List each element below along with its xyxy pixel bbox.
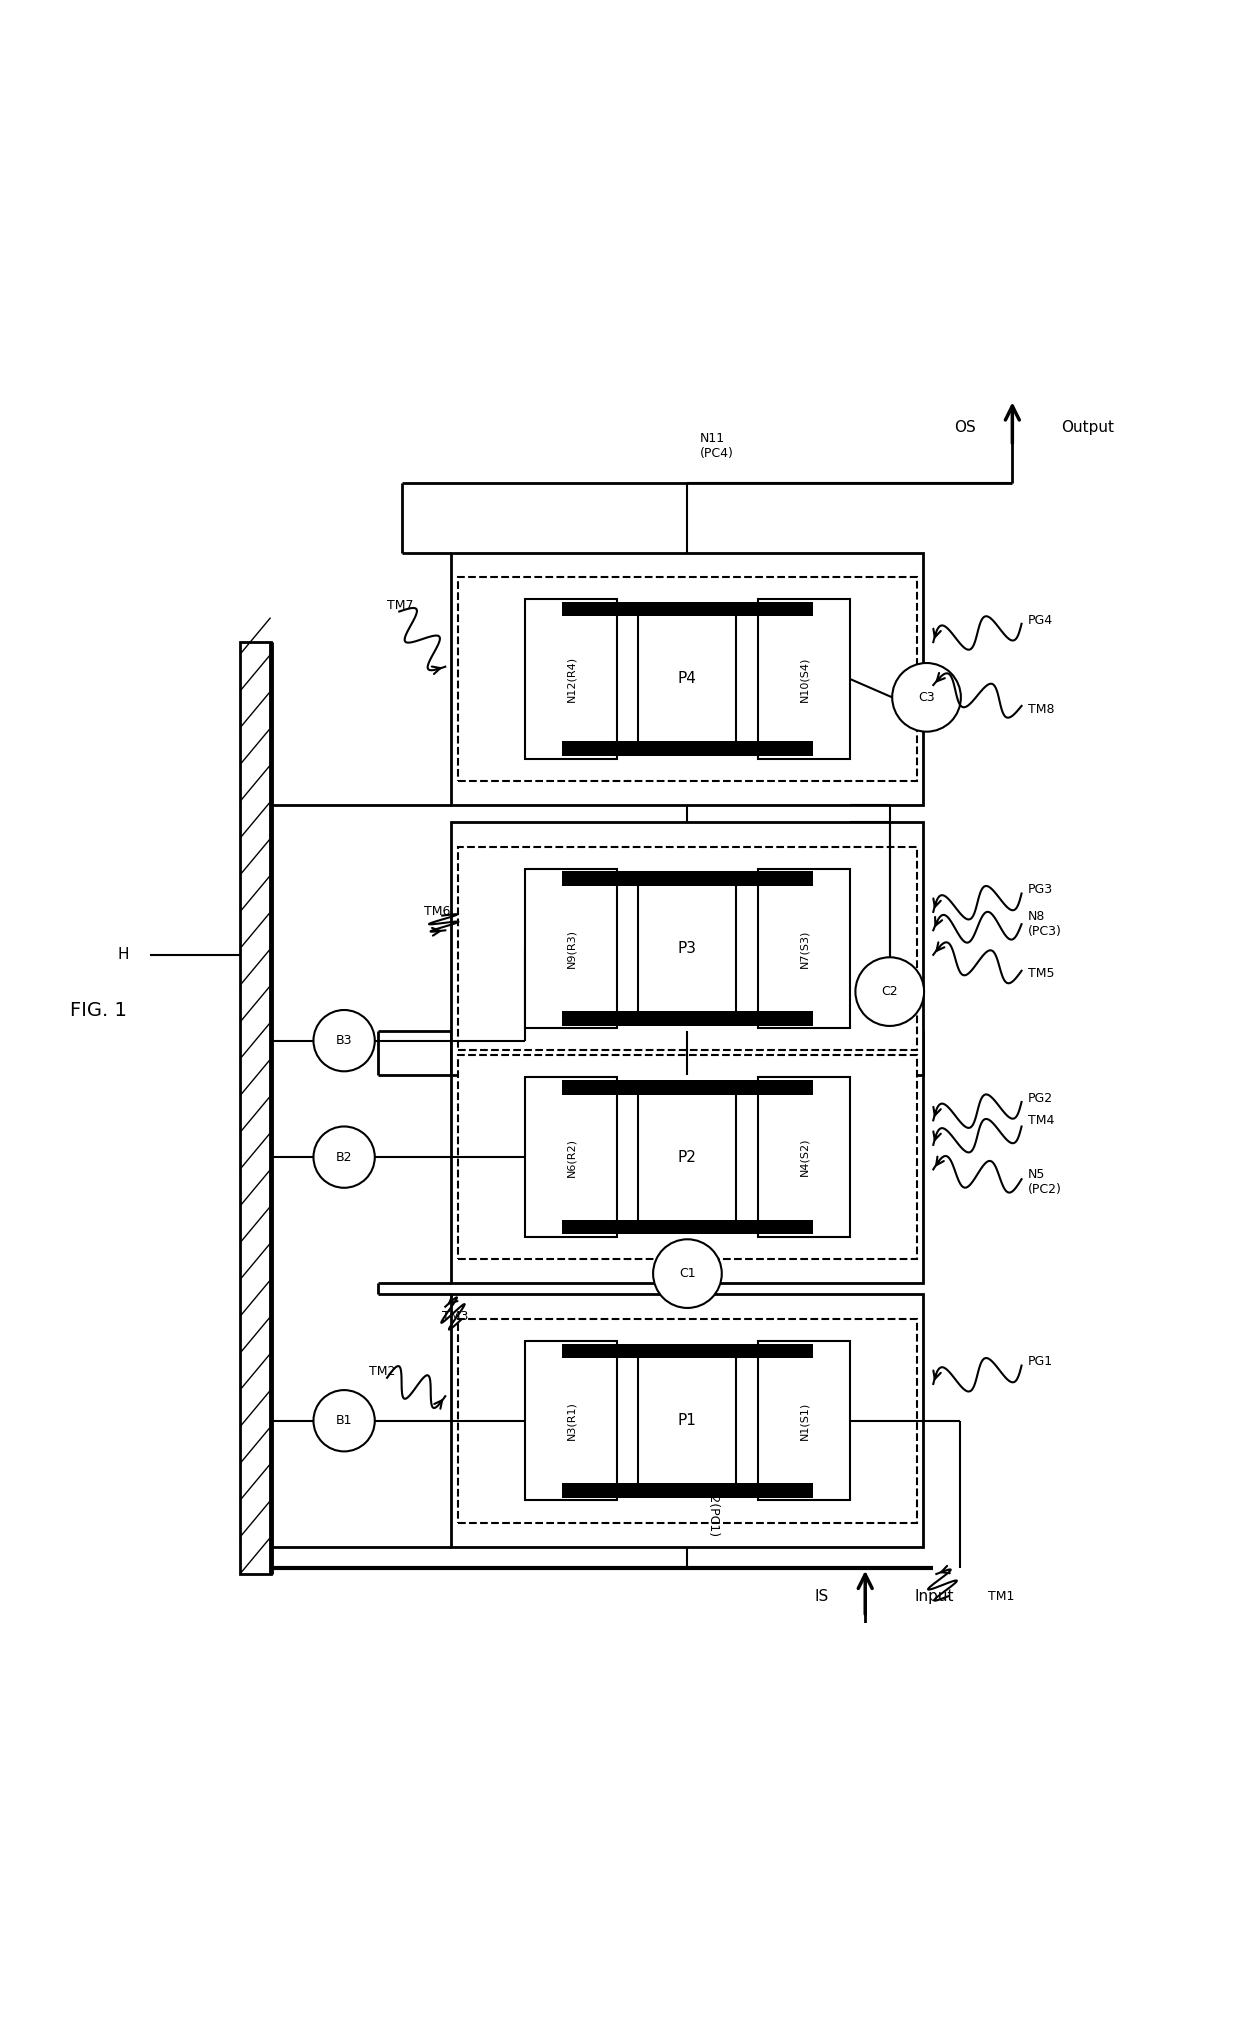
Bar (458, 1319, 918, 1523)
Bar (451, 822, 924, 1075)
Text: N5
(PC2): N5 (PC2) (1028, 1168, 1061, 1196)
Bar (525, 1077, 618, 1236)
Bar (451, 1295, 924, 1547)
Bar (758, 869, 849, 1028)
Text: TM1: TM1 (988, 1590, 1014, 1602)
Bar (525, 600, 618, 760)
Bar (639, 606, 737, 753)
Text: PG4: PG4 (1028, 614, 1053, 626)
Text: TM7: TM7 (387, 598, 413, 612)
Circle shape (314, 1390, 374, 1452)
Text: PG3: PG3 (1028, 883, 1053, 897)
Text: N10(S4): N10(S4) (799, 656, 808, 701)
Bar (562, 602, 813, 616)
Bar (639, 1347, 737, 1495)
Bar (458, 578, 918, 780)
Text: PG1: PG1 (1028, 1355, 1053, 1368)
Text: P4: P4 (678, 671, 697, 687)
Bar (562, 1220, 813, 1234)
Bar (451, 1030, 924, 1283)
Text: N2(PC1): N2(PC1) (706, 1487, 719, 1539)
Bar (239, 642, 270, 1574)
Text: P3: P3 (678, 941, 697, 955)
Text: C3: C3 (918, 691, 935, 703)
Circle shape (314, 1127, 374, 1188)
Bar (562, 1012, 813, 1026)
Text: N6(R2): N6(R2) (565, 1137, 575, 1176)
Bar (758, 600, 849, 760)
Circle shape (893, 663, 961, 731)
Bar (458, 846, 918, 1050)
Text: N1(S1): N1(S1) (799, 1402, 808, 1440)
Text: P1: P1 (678, 1414, 697, 1428)
Bar (525, 869, 618, 1028)
Text: N9(R3): N9(R3) (565, 929, 575, 968)
Bar (562, 871, 813, 887)
Text: TM5: TM5 (1028, 968, 1054, 980)
Text: TM8: TM8 (1028, 703, 1054, 717)
Text: P2: P2 (678, 1149, 697, 1166)
Text: TM6: TM6 (424, 905, 450, 919)
Circle shape (314, 1010, 374, 1071)
Text: C2: C2 (882, 986, 898, 998)
Text: N3(R1): N3(R1) (565, 1402, 575, 1440)
Text: N12(R4): N12(R4) (565, 656, 575, 703)
Bar (525, 1341, 618, 1501)
Bar (639, 1083, 737, 1230)
Bar (562, 1081, 813, 1095)
Text: B2: B2 (336, 1151, 352, 1164)
Text: IS: IS (815, 1588, 828, 1604)
Text: C1: C1 (680, 1267, 696, 1281)
Text: Output: Output (1061, 420, 1115, 434)
Bar (758, 1077, 849, 1236)
Text: H: H (118, 947, 129, 962)
Text: N8
(PC3): N8 (PC3) (1028, 911, 1061, 937)
Circle shape (856, 957, 924, 1026)
Text: B1: B1 (336, 1414, 352, 1428)
Bar (562, 1483, 813, 1499)
Text: OS: OS (954, 420, 976, 434)
Bar (758, 1341, 849, 1501)
Text: N11
(PC4): N11 (PC4) (699, 432, 734, 461)
Text: TM3: TM3 (443, 1311, 469, 1323)
Text: FIG. 1: FIG. 1 (71, 1000, 128, 1020)
Bar (639, 875, 737, 1022)
Bar (562, 741, 813, 755)
Text: B3: B3 (336, 1034, 352, 1046)
Bar (562, 1343, 813, 1357)
Text: Input: Input (914, 1588, 954, 1604)
Bar (451, 553, 924, 806)
Text: PG2: PG2 (1028, 1091, 1053, 1105)
Text: N4(S2): N4(S2) (799, 1137, 808, 1176)
Text: TM4: TM4 (1028, 1113, 1054, 1127)
Bar (458, 1054, 918, 1258)
Text: N7(S3): N7(S3) (799, 929, 808, 968)
Circle shape (653, 1240, 722, 1307)
Text: TM2: TM2 (368, 1366, 396, 1378)
